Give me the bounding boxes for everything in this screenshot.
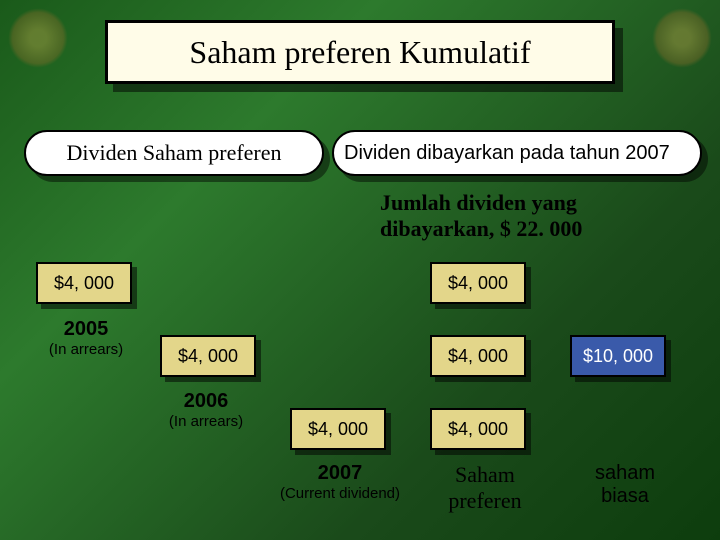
decor-top-left <box>8 8 68 68</box>
summary-line-1: Jumlah dividen yang <box>380 190 577 215</box>
year-2005: 2005 <box>40 318 132 341</box>
pill-dividen-preferen: Dividen Saham preferen <box>24 130 324 176</box>
year-2005-sub: (In arrears) <box>40 341 132 358</box>
year-2007: 2007 <box>260 462 420 485</box>
slide-title: Saham preferen Kumulatif <box>105 20 615 84</box>
amount-2007-col1: $4, 000 <box>290 408 386 450</box>
label-saham-biasa: saham biasa <box>575 462 675 508</box>
amount-2006-col1: $4, 000 <box>160 335 256 377</box>
year-2005-label: 2005 (In arrears) <box>40 318 132 358</box>
label-biasa-1: saham <box>595 462 655 484</box>
summary-text: Jumlah dividen yang dibayarkan, $ 22. 00… <box>380 190 582 243</box>
decor-top-right <box>652 8 712 68</box>
year-2006: 2006 <box>160 390 252 413</box>
year-2006-sub: (In arrears) <box>160 413 252 430</box>
amount-2005-col1: $4, 000 <box>36 262 132 304</box>
label-preferen-1: Saham <box>455 462 515 487</box>
amount-common-total: $10, 000 <box>570 335 666 377</box>
year-2006-label: 2006 (In arrears) <box>160 390 252 430</box>
year-2007-label: 2007 (Current dividend) <box>260 462 420 502</box>
amount-2007-col2: $4, 000 <box>430 408 526 450</box>
label-biasa-2: biasa <box>601 485 649 507</box>
amount-2006-col2: $4, 000 <box>430 335 526 377</box>
year-2007-sub: (Current dividend) <box>260 485 420 502</box>
label-saham-preferen: Saham preferen <box>430 462 540 514</box>
pill-dividen-dibayarkan: Dividen dibayarkan pada tahun 2007 <box>332 130 702 176</box>
amount-2005-col2: $4, 000 <box>430 262 526 304</box>
summary-line-2: dibayarkan, $ 22. 000 <box>380 216 582 241</box>
label-preferen-2: preferen <box>448 488 521 513</box>
